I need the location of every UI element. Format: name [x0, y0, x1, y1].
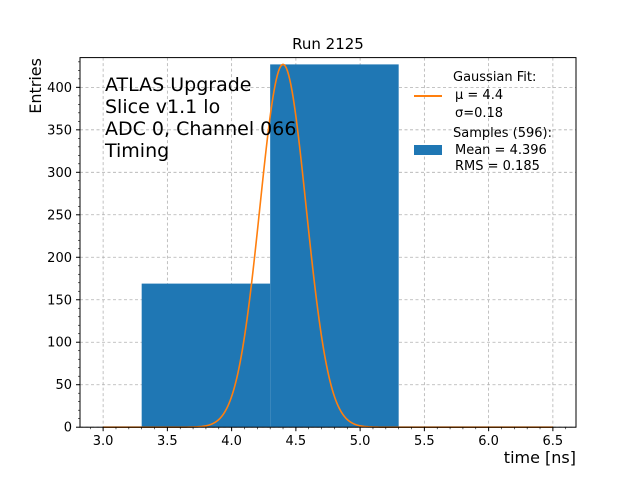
overlay-line-2: Slice v1.1 lo [105, 96, 220, 118]
chart-title: Run 2125 [292, 35, 364, 53]
legend-fit-line-1: Gaussian Fit: [453, 70, 536, 85]
legend-samples-line-3: RMS = 0.185 [455, 159, 540, 174]
overlay-line-4: Timing [104, 140, 169, 162]
x-tick-label: 3.0 [93, 434, 114, 449]
y-tick-label: 150 [47, 293, 72, 308]
y-tick-label: 0 [64, 421, 72, 436]
axis-ticks: 3.0 3.5 4.0 4.5 5.0 5.5 6.0 6.5 0 50 100 150 200 250 3… [47, 61, 567, 449]
legend-fit-line-3: σ=0.18 [455, 106, 503, 121]
y-tick-label: 250 [47, 208, 72, 223]
y-tick-label: 350 [47, 123, 72, 138]
plot-frame [79, 57, 577, 428]
y-tick-label: 200 [47, 251, 72, 266]
y-tick-label: 300 [47, 166, 72, 181]
x-tick-label: 6.0 [478, 434, 499, 449]
x-tick-label: 5.5 [414, 434, 435, 449]
y-axis-label: Entries [26, 58, 45, 114]
x-axis-label: time [ns] [504, 448, 576, 467]
legend-samples-line-2: Mean = 4.396 [455, 143, 547, 158]
x-tick-label: 4.0 [221, 434, 242, 449]
legend-samples-line-1: Samples (596): [453, 126, 552, 141]
legend-fit-line-2: μ = 4.4 [455, 88, 503, 103]
overlay-line-1: ATLAS Upgrade [105, 74, 251, 96]
histogram-bar [270, 64, 399, 428]
histogram-bar [141, 283, 271, 428]
x-tick-label: 3.5 [157, 434, 178, 449]
y-tick-label: 100 [47, 336, 72, 351]
x-tick-label: 6.5 [543, 434, 564, 449]
x-tick-label: 5.0 [350, 434, 371, 449]
legend: Gaussian Fit: μ = 4.4 σ=0.18 Samples (59… [414, 70, 552, 174]
y-tick-label: 50 [55, 378, 72, 393]
overlay-line-3: ADC 0, Channel 066 [105, 118, 296, 140]
legend-samples-swatch [414, 145, 442, 155]
y-tick-label: 400 [47, 81, 72, 96]
x-tick-label: 4.5 [286, 434, 307, 449]
overlay-text: ATLAS Upgrade Slice v1.1 lo ADC 0, Chann… [104, 74, 296, 162]
